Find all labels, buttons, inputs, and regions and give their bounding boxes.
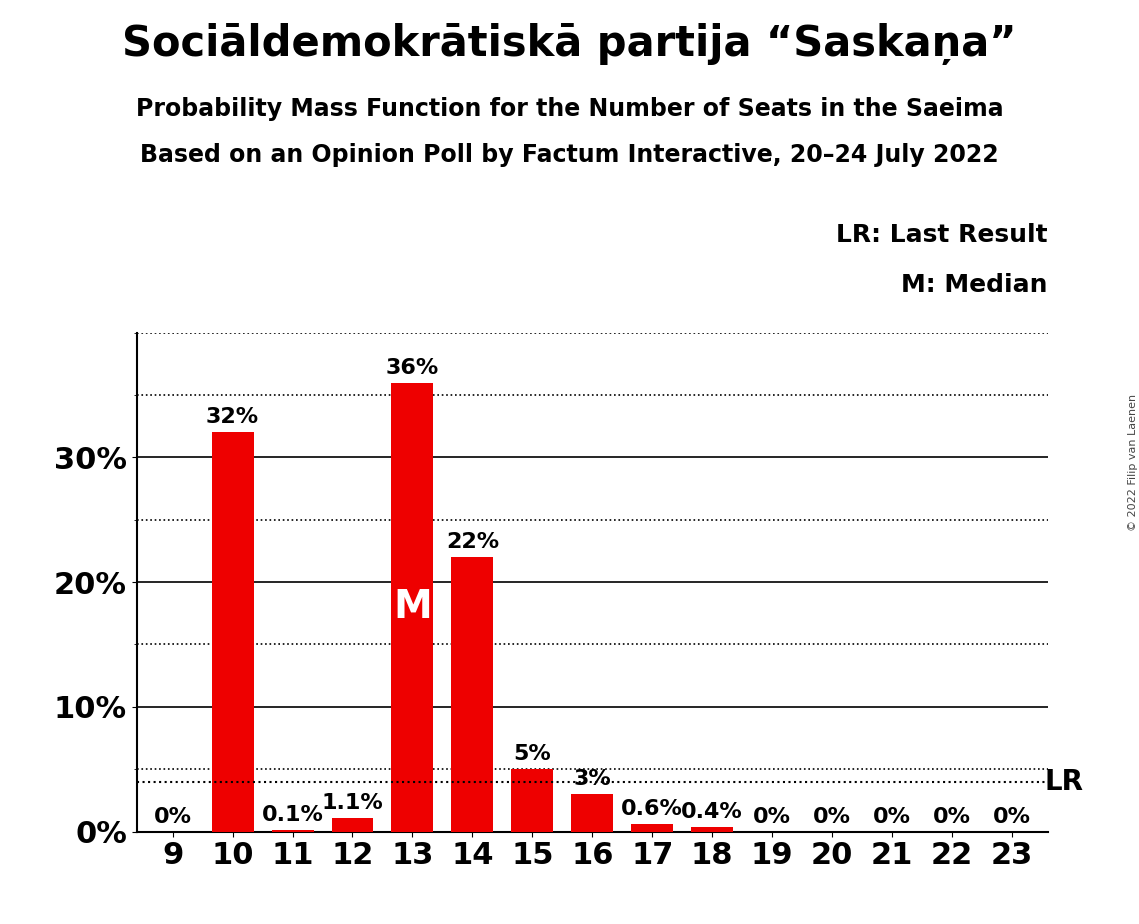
Bar	[511, 769, 554, 832]
Text: 0%: 0%	[753, 807, 792, 827]
Text: Based on an Opinion Poll by Factum Interactive, 20–24 July 2022: Based on an Opinion Poll by Factum Inter…	[140, 143, 999, 167]
Text: 0%: 0%	[872, 807, 911, 827]
Text: 3%: 3%	[573, 769, 612, 789]
Bar	[271, 831, 313, 832]
Bar	[212, 432, 254, 832]
Text: LR: Last Result: LR: Last Result	[836, 223, 1048, 247]
Text: 0%: 0%	[154, 807, 191, 827]
Bar	[451, 557, 493, 832]
Bar	[631, 824, 673, 832]
Text: 32%: 32%	[206, 407, 260, 428]
Text: 0%: 0%	[813, 807, 851, 827]
Text: Sociāldemokrātiskā partija “Saskaņa”: Sociāldemokrātiskā partija “Saskaņa”	[122, 23, 1017, 65]
Text: 36%: 36%	[386, 358, 439, 378]
Text: 0.1%: 0.1%	[262, 806, 323, 825]
Text: 0.6%: 0.6%	[621, 799, 683, 819]
Text: LR: LR	[1044, 768, 1084, 796]
Text: M: M	[393, 588, 432, 626]
Text: 22%: 22%	[445, 532, 499, 553]
Text: Probability Mass Function for the Number of Seats in the Saeima: Probability Mass Function for the Number…	[136, 97, 1003, 121]
Text: 0%: 0%	[993, 807, 1031, 827]
Text: © 2022 Filip van Laenen: © 2022 Filip van Laenen	[1129, 394, 1138, 530]
Text: 1.1%: 1.1%	[321, 793, 384, 813]
Bar	[392, 383, 434, 832]
Bar	[691, 827, 734, 832]
Bar	[331, 818, 374, 832]
Text: 5%: 5%	[514, 744, 551, 764]
Text: 0.4%: 0.4%	[681, 802, 743, 821]
Bar	[572, 794, 613, 832]
Text: 0%: 0%	[933, 807, 970, 827]
Text: M: Median: M: Median	[901, 273, 1048, 297]
